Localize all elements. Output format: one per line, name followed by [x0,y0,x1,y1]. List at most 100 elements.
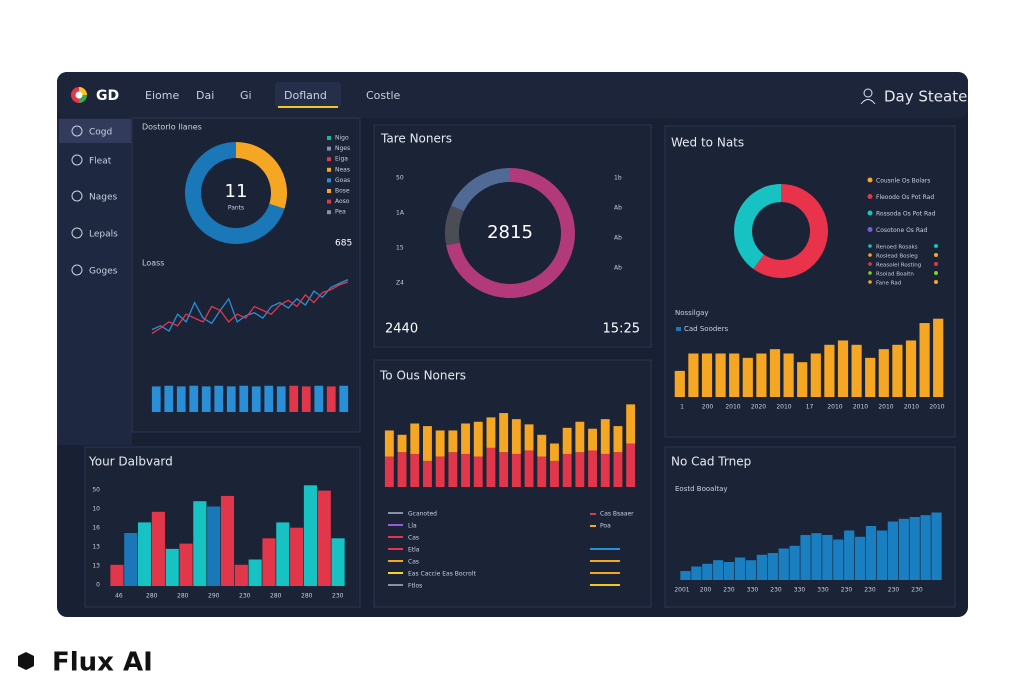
legend-dot [867,210,873,216]
bar [303,485,318,586]
stack-bar [499,452,509,487]
sidebar-item[interactable]: Fleat [89,157,112,167]
x-label: 280 [177,593,189,600]
line-series [151,279,349,333]
legend-dot [867,194,873,199]
legend-label: Pea [335,209,346,216]
user-icon [863,88,873,98]
bar [844,530,855,580]
stack-bar [626,404,636,444]
legend-swatch [327,178,331,183]
legend-label: Eiga [335,156,348,163]
bar [176,386,186,412]
bar [742,357,753,397]
bar [193,501,207,586]
bar [797,362,808,397]
x-label: 2010 [929,404,944,411]
axis-label: 50 [396,175,404,182]
bar [715,353,726,397]
bar [865,526,877,580]
bar [822,535,833,580]
bar [769,349,781,397]
x-label: 2010 [725,404,740,411]
nav-tab[interactable]: Eiome [145,89,179,102]
x-label: 2010 [776,404,791,411]
bar [151,386,161,412]
foot-right: 15:25 [603,322,640,337]
panel-title: To Ous Noners [379,369,466,383]
legend-dot [867,227,873,232]
x-label: 2020 [751,404,766,411]
legend-dot [934,253,938,257]
bar [898,518,909,580]
stack-bar [384,456,394,487]
bar-title: Nossilgay [675,309,709,317]
bar [920,515,931,580]
legend-label: Neas [335,166,350,173]
nav-tab[interactable]: Costle [366,89,401,102]
stack-bar [575,421,585,453]
sidebar-item[interactable]: Nages [89,193,117,203]
x-label: 230 [911,587,923,594]
panel-title: Tare Noners [380,132,452,146]
bar [865,357,876,397]
bar [124,533,138,586]
bar [207,506,221,586]
bar [314,385,324,412]
watermark-icon [18,652,34,670]
sidebar-item[interactable]: Lepals [89,230,118,240]
stack-bar [550,460,559,487]
stack-bar [524,424,534,451]
legend-dot [867,177,873,183]
stack-bar [537,434,547,457]
nav-tab[interactable]: Dai [196,89,214,102]
bar [892,344,903,397]
legend-label: Cas Bsaaer [600,511,634,518]
bar [933,318,944,397]
bar-legend: Cad Sooders [684,325,728,333]
donut-segment [734,184,781,270]
total: 685 [335,239,352,249]
bar [165,548,179,586]
user-name[interactable]: Day Steate [884,88,967,106]
axis-label: Ab [614,265,622,272]
y-label: 13 [92,544,100,551]
legend-label: Ftlos [408,583,422,590]
y-label: 16 [92,525,100,532]
nav-tab[interactable]: Gi [240,89,252,102]
panel-subtitle: Loass [142,259,164,268]
bar [729,353,740,397]
x-label: 230 [723,587,735,594]
legend-label: Roslead Bosleg [876,254,918,260]
bar [702,563,713,580]
bar [905,340,917,397]
bar [745,560,757,580]
legend-label: Nges [335,145,350,152]
watermark: Flux AI [52,648,153,678]
sidebar-item[interactable]: Goges [89,267,118,277]
bar [723,562,735,580]
stack-bar [600,419,610,454]
bar [824,344,835,397]
stack-bar [575,452,585,487]
stack-bar [511,419,521,454]
bar [851,344,862,397]
sidebar-item[interactable]: Cogd [89,128,112,138]
axis-label: 1b [614,175,622,182]
stack-bar [410,453,420,487]
stack-bar [461,423,470,454]
bar [876,530,888,580]
legend-swatch [327,136,331,140]
nav-tab[interactable]: Dofland [284,89,327,102]
bar [220,495,235,586]
legend-label: Rsolad Boaltn [876,272,914,278]
bar [919,323,930,397]
user-icon [860,99,876,105]
bar [756,554,768,580]
sidebar-icon [71,125,83,137]
stack-bar [423,426,432,461]
stack-bar [473,456,483,487]
bar [214,385,224,412]
bar [778,548,789,580]
